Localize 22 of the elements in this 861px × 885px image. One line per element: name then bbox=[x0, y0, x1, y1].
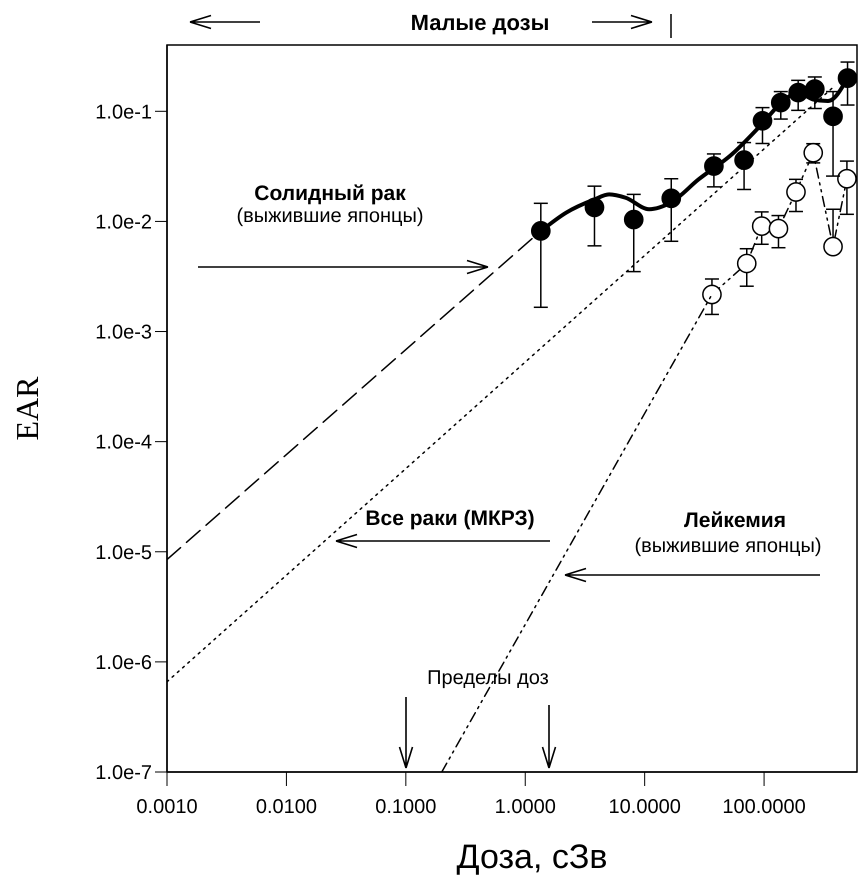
annotation: Все раки (МКРЗ) bbox=[365, 507, 535, 530]
y-axis-title: EAR bbox=[9, 376, 45, 440]
annotation: (выжившие японцы) bbox=[236, 205, 424, 227]
y-tick-label: 1.0e-2 bbox=[95, 211, 152, 234]
y-tick-label: 1.0e-7 bbox=[95, 762, 152, 784]
x-tick-label: 0.0010 bbox=[136, 796, 198, 818]
annotation: (выжившие японцы) bbox=[634, 535, 822, 557]
x-axis-title: Доза, сЗв bbox=[456, 838, 608, 876]
x-tick-label: 0.0100 bbox=[256, 796, 317, 818]
annotation: Пределы доз bbox=[427, 667, 549, 689]
y-tick-label: 1.0e-4 bbox=[95, 432, 152, 454]
x-tick-label: 0.1000 bbox=[375, 796, 436, 818]
y-tick-label: 1.0e-3 bbox=[95, 322, 152, 344]
text: Малые дозы bbox=[410, 10, 550, 35]
y-tick-label: 1.0e-1 bbox=[95, 101, 152, 124]
y-tick-label: 1.0e-6 bbox=[95, 652, 152, 674]
x-tick-label: 1.0000 bbox=[494, 796, 556, 818]
x-tick-label: 100.0000 bbox=[722, 796, 806, 818]
annotation: Лейкемия bbox=[684, 509, 786, 532]
x-tick-label: 10.0000 bbox=[608, 796, 681, 818]
y-tick-label: 1.0e-5 bbox=[95, 542, 152, 564]
annotation: Солидный рак bbox=[254, 182, 406, 205]
